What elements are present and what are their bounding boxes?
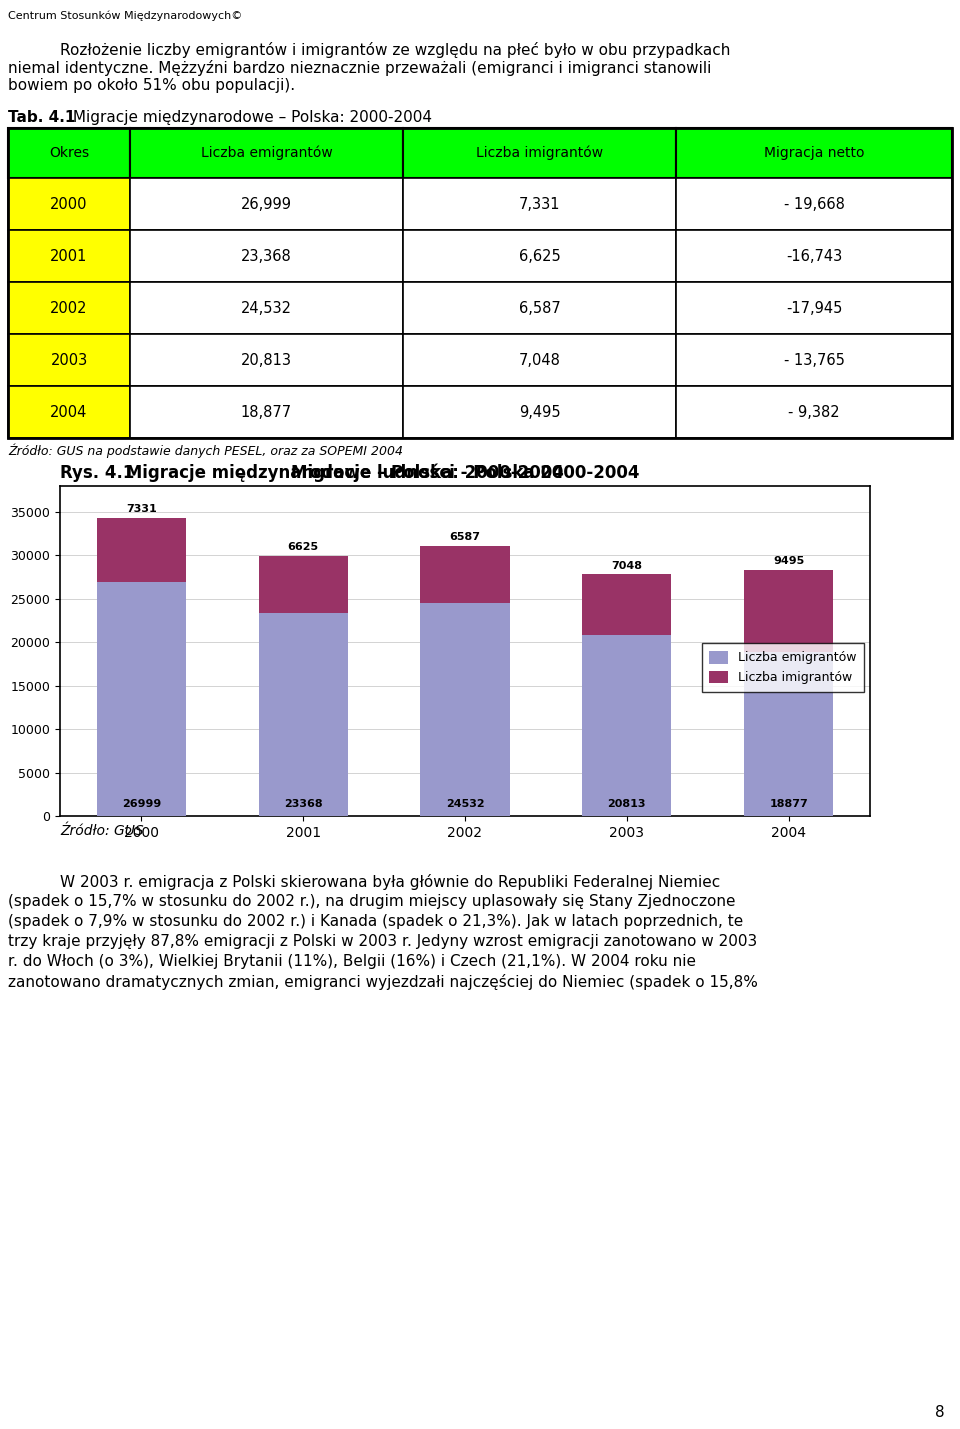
Bar bbox=[403, 386, 676, 439]
Text: 2004: 2004 bbox=[50, 404, 87, 420]
Text: 6625: 6625 bbox=[288, 542, 319, 552]
Bar bbox=[8, 386, 130, 439]
Bar bbox=[676, 334, 952, 386]
Bar bbox=[676, 129, 952, 179]
Bar bbox=[8, 334, 130, 386]
Text: 20813: 20813 bbox=[608, 799, 646, 809]
Text: 6,625: 6,625 bbox=[518, 249, 561, 263]
Text: bowiem po około 51% obu populacji).: bowiem po około 51% obu populacji). bbox=[8, 79, 295, 93]
Text: 8: 8 bbox=[935, 1405, 945, 1420]
Text: 6587: 6587 bbox=[449, 532, 481, 542]
Text: Migracja netto: Migracja netto bbox=[764, 146, 864, 160]
Text: Migracje międzynarodowe – Polska: 2000-2004: Migracje międzynarodowe – Polska: 2000-2… bbox=[68, 110, 432, 124]
Bar bbox=[676, 282, 952, 334]
Bar bbox=[676, 230, 952, 282]
Title: Migracje ludności - Polska 2000-2004: Migracje ludności - Polska 2000-2004 bbox=[291, 463, 639, 482]
Bar bbox=[258, 556, 348, 613]
Text: W 2003 r. emigracja z Polski skierowana była głównie do Republiki Federalnej Nie: W 2003 r. emigracja z Polski skierowana … bbox=[60, 875, 720, 890]
Text: (spadek o 7,9% w stosunku do 2002 r.) i Kanada (spadek o 21,3%). Jak w latach po: (spadek o 7,9% w stosunku do 2002 r.) i … bbox=[8, 915, 743, 929]
Text: 7048: 7048 bbox=[612, 560, 642, 570]
Text: Rys. 4.1: Rys. 4.1 bbox=[60, 464, 134, 482]
Text: Liczba imigrantów: Liczba imigrantów bbox=[476, 146, 603, 160]
Bar bbox=[8, 282, 130, 334]
Bar bbox=[8, 129, 130, 179]
Text: - 9,382: - 9,382 bbox=[788, 404, 840, 420]
Text: 24532: 24532 bbox=[445, 799, 484, 809]
Bar bbox=[97, 582, 186, 816]
Text: 18877: 18877 bbox=[769, 799, 808, 809]
Text: Tab. 4.1: Tab. 4.1 bbox=[8, 110, 76, 124]
Text: zanotowano dramatycznych zmian, emigranci wyjezdzałi najczęściej do Niemiec (spa: zanotowano dramatycznych zmian, emigranc… bbox=[8, 975, 757, 990]
Text: 26999: 26999 bbox=[122, 799, 161, 809]
Text: trzy kraje przyjęły 87,8% emigracji z Polski w 2003 r. Jedyny wzrost emigracji z: trzy kraje przyjęły 87,8% emigracji z Po… bbox=[8, 935, 757, 949]
Bar bbox=[8, 179, 130, 230]
Text: 9,495: 9,495 bbox=[518, 404, 561, 420]
Bar bbox=[130, 179, 403, 230]
Bar bbox=[258, 613, 348, 816]
Bar bbox=[583, 574, 671, 636]
Text: 7331: 7331 bbox=[126, 504, 156, 514]
Text: -16,743: -16,743 bbox=[786, 249, 842, 263]
Text: 7,048: 7,048 bbox=[518, 353, 561, 367]
Legend: Liczba emigrantów, Liczba imigrantów: Liczba emigrantów, Liczba imigrantów bbox=[702, 643, 864, 692]
Bar bbox=[583, 636, 671, 816]
Text: 20,813: 20,813 bbox=[241, 353, 292, 367]
Bar bbox=[744, 570, 833, 652]
Text: Migracje międzynarodowe – Polska: 2000-2004: Migracje międzynarodowe – Polska: 2000-2… bbox=[120, 464, 564, 482]
Bar bbox=[403, 129, 676, 179]
Bar bbox=[403, 179, 676, 230]
Bar bbox=[130, 230, 403, 282]
Bar bbox=[676, 179, 952, 230]
Bar bbox=[403, 334, 676, 386]
Text: Centrum Stosunków Międzynarodowych©: Centrum Stosunków Międzynarodowych© bbox=[8, 10, 242, 20]
Text: - 19,668: - 19,668 bbox=[783, 197, 845, 211]
Text: 6,587: 6,587 bbox=[518, 300, 561, 316]
Bar bbox=[403, 230, 676, 282]
Bar bbox=[130, 334, 403, 386]
Bar bbox=[8, 129, 952, 439]
Text: 2000: 2000 bbox=[50, 197, 87, 211]
Text: 2003: 2003 bbox=[50, 353, 87, 367]
Text: 9495: 9495 bbox=[773, 556, 804, 566]
Text: - 13,765: - 13,765 bbox=[783, 353, 845, 367]
Text: -17,945: -17,945 bbox=[786, 300, 842, 316]
Text: niemal identyczne. Mężzyźni bardzo nieznacznie przeważali (emigranci i imigranci: niemal identyczne. Mężzyźni bardzo niezn… bbox=[8, 60, 711, 76]
Text: (spadek o 15,7% w stosunku do 2002 r.), na drugim miejscy uplasowały się Stany Z: (spadek o 15,7% w stosunku do 2002 r.), … bbox=[8, 895, 735, 909]
Text: r. do Włoch (o 3%), Wielkiej Brytanii (11%), Belgii (16%) i Czech (21,1%). W 200: r. do Włoch (o 3%), Wielkiej Brytanii (1… bbox=[8, 955, 696, 969]
Bar bbox=[676, 386, 952, 439]
Bar bbox=[744, 652, 833, 816]
Bar bbox=[403, 282, 676, 334]
Text: 24,532: 24,532 bbox=[241, 300, 292, 316]
Text: 18,877: 18,877 bbox=[241, 404, 292, 420]
Text: 7,331: 7,331 bbox=[518, 197, 561, 211]
Bar bbox=[130, 282, 403, 334]
Bar bbox=[130, 129, 403, 179]
Text: 2002: 2002 bbox=[50, 300, 87, 316]
Bar bbox=[97, 517, 186, 582]
Text: Źródło: GUS: Źródło: GUS bbox=[60, 825, 144, 837]
Text: 23,368: 23,368 bbox=[241, 249, 292, 263]
Bar bbox=[8, 230, 130, 282]
Text: 2001: 2001 bbox=[50, 249, 87, 263]
Text: Liczba emigrantów: Liczba emigrantów bbox=[201, 146, 332, 160]
Text: Rozłożenie liczby emigrantów i imigrantów ze względu na płeć było w obu przypadk: Rozłożenie liczby emigrantów i imigrantó… bbox=[60, 41, 731, 59]
Bar bbox=[420, 546, 510, 603]
Text: Okres: Okres bbox=[49, 146, 89, 160]
Text: 26,999: 26,999 bbox=[241, 197, 292, 211]
Bar bbox=[130, 386, 403, 439]
Bar bbox=[420, 603, 510, 816]
Text: 23368: 23368 bbox=[284, 799, 323, 809]
Text: Źródło: GUS na podstawie danych PESEL, oraz za SOPEMI 2004: Źródło: GUS na podstawie danych PESEL, o… bbox=[8, 443, 403, 457]
